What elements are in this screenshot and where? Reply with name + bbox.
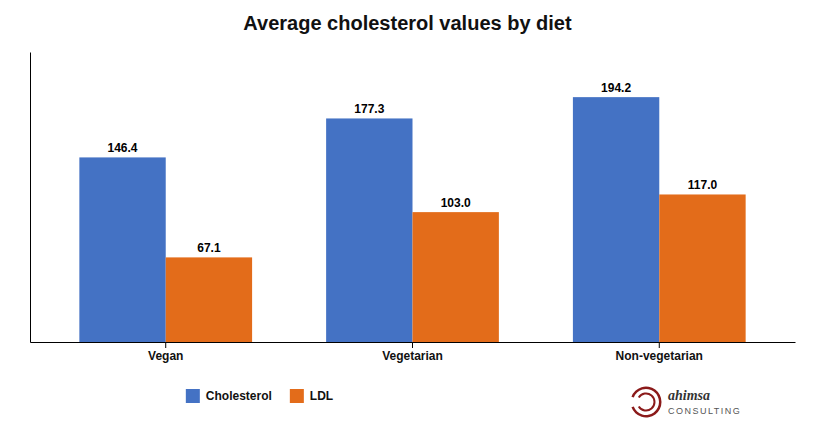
bar [166, 257, 252, 342]
annotation: ahimsa [668, 388, 710, 403]
x-tick: Vegetarian [382, 342, 443, 363]
y-axis [30, 53, 31, 343]
x-axis: Vegan Vegetarian Non-vegetarian [31, 342, 796, 363]
series [79, 97, 659, 342]
data-label: 67.1 [197, 241, 221, 255]
x-tick-label: Non-vegetarian [616, 349, 703, 363]
data-label: 194.2 [601, 81, 631, 95]
data-label: 103.0 [441, 196, 471, 210]
annotation: CONSULTING [668, 406, 741, 416]
data-labels: 146.4 177.3 194.2 67.1 103.0 117.0 [108, 81, 718, 255]
bar [413, 212, 499, 342]
series [166, 194, 746, 342]
title: Average cholesterol values by diet [243, 12, 572, 34]
plot: 146.4 177.3 194.2 67.1 103.0 117.0 Vegan Vegeta… [31, 53, 796, 363]
chart: Average cholesterol values by diet146.41… [0, 0, 815, 438]
logo-arc [631, 387, 661, 418]
x-tick-mark [412, 342, 413, 348]
bar [659, 194, 745, 342]
legend-label: LDL [310, 389, 333, 403]
data-label: 117.0 [688, 178, 718, 192]
legend-swatch [186, 389, 200, 403]
x-tick-label: Vegan [148, 349, 183, 363]
bar [573, 97, 659, 342]
legend-label: Cholesterol [206, 389, 272, 403]
legend-swatch [290, 389, 304, 403]
x-tick-mark [165, 342, 166, 348]
logo-arc [638, 393, 656, 412]
y-axis-line [30, 53, 31, 343]
x-tick-label: Vegetarian [382, 349, 443, 363]
bar [79, 157, 165, 342]
x-tick: Non-vegetarian [616, 342, 703, 363]
legend: Cholesterol LDL [186, 389, 333, 403]
logo: ahimsa CONSULTING [631, 387, 741, 418]
data-label: 146.4 [108, 141, 138, 155]
x-tick-mark [659, 342, 660, 348]
bars [79, 97, 745, 342]
legend-item: Cholesterol [186, 389, 272, 403]
data-label: 177.3 [354, 102, 384, 116]
x-tick: Vegan [148, 342, 183, 363]
bar [326, 118, 412, 342]
legend-item: LDL [290, 389, 333, 403]
